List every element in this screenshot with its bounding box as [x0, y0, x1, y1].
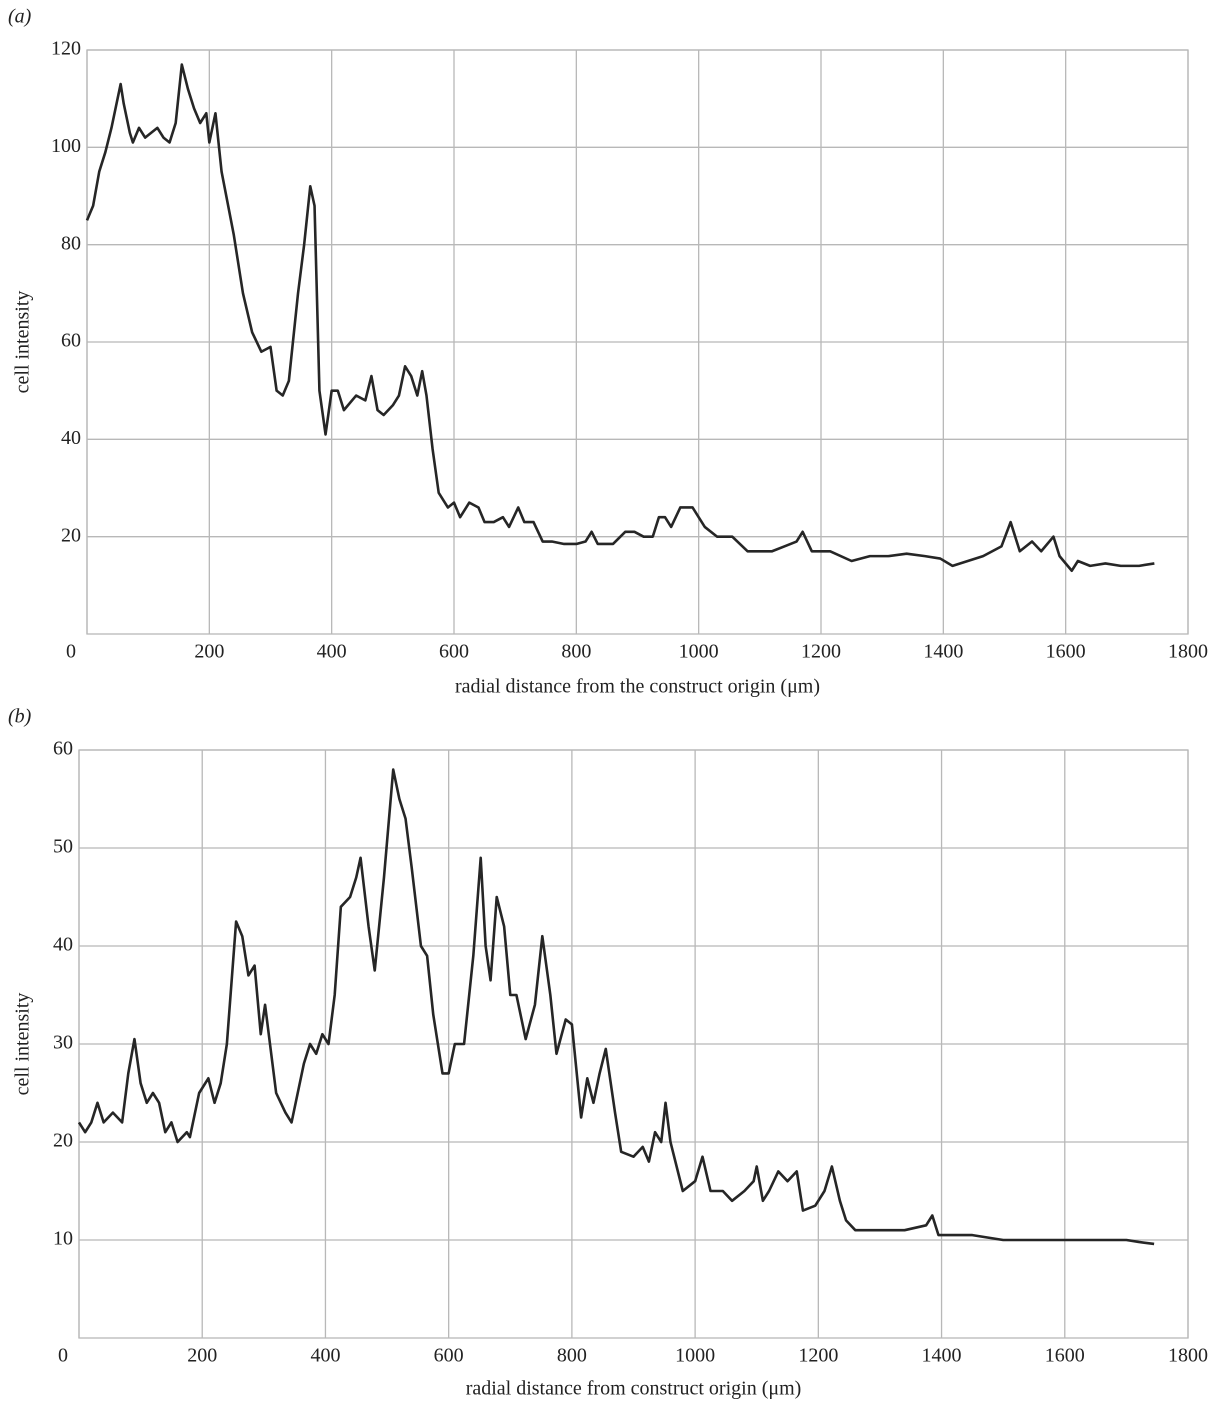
x-tick-label: 600	[434, 1345, 464, 1367]
y-tick-label: 100	[51, 135, 81, 157]
y-tick-label: 40	[61, 427, 81, 449]
x-tick-label: 200	[194, 641, 224, 663]
x-tick-label: 1000	[675, 1345, 715, 1367]
y-tick-label: 20	[53, 1130, 73, 1152]
x-tick-label: 0	[58, 1345, 68, 1367]
data-line	[77, 768, 1155, 1246]
y-tick-label: 20	[61, 524, 81, 546]
y-tick-label: 40	[53, 934, 73, 956]
y-tick-label: 60	[53, 738, 73, 760]
y-tick-label: 50	[53, 836, 73, 858]
x-tick-label: 800	[561, 641, 591, 663]
x-tick-label: 600	[439, 641, 469, 663]
x-tick-label: 1200	[801, 641, 841, 663]
x-axis-label: radial distance from construct origin (μ…	[466, 1378, 802, 1400]
y-tick-label: 120	[51, 38, 81, 60]
x-tick-label: 1800	[1168, 641, 1208, 663]
x-tick-label: 1400	[923, 641, 963, 663]
y-tick-label: 10	[53, 1228, 73, 1250]
x-axis-label: radial distance from the construct origi…	[455, 676, 820, 698]
y-axis-label: cell intensity	[12, 993, 34, 1096]
x-tick-label: 1000	[679, 641, 719, 663]
x-tick-label: 0	[66, 641, 76, 663]
x-tick-label: 1600	[1046, 641, 1086, 663]
x-tick-label: 1800	[1168, 1345, 1208, 1367]
x-tick-label: 1400	[922, 1345, 962, 1367]
y-tick-label: 60	[61, 330, 81, 352]
panel-label: (b)	[8, 706, 32, 728]
x-tick-label: 200	[187, 1345, 217, 1367]
panel-label: (a)	[8, 6, 32, 28]
y-tick-label: 80	[61, 232, 81, 254]
y-axis-label: cell intensity	[12, 291, 34, 394]
x-tick-label: 400	[317, 641, 347, 663]
data-line	[85, 63, 1155, 573]
y-tick-label: 30	[53, 1032, 73, 1054]
x-tick-label: 400	[310, 1345, 340, 1367]
x-tick-label: 1200	[798, 1345, 838, 1367]
x-tick-label: 1600	[1045, 1345, 1085, 1367]
x-tick-label: 800	[557, 1345, 587, 1367]
